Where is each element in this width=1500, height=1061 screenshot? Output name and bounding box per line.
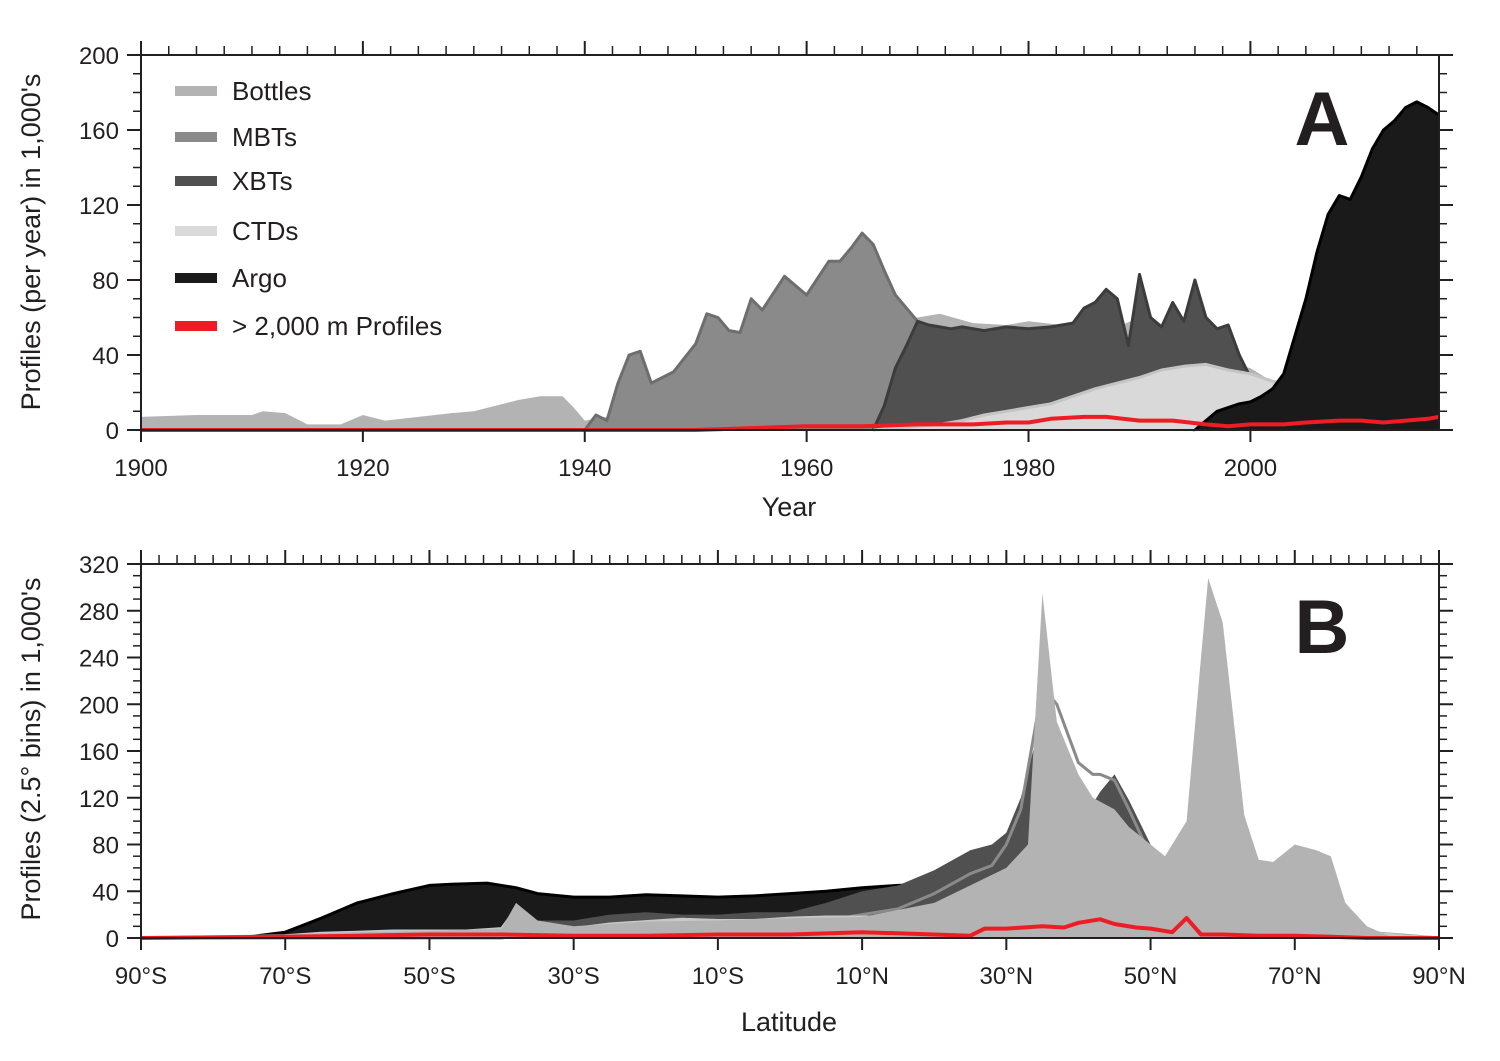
panel-a-y-tick-label: 120 bbox=[79, 193, 119, 220]
panel-b-y-tick-label: 120 bbox=[79, 786, 119, 813]
panel-b-y-tick-label: 80 bbox=[92, 833, 119, 860]
legend-label-argo: Argo bbox=[232, 263, 287, 293]
legend-label-mbts: MBTs bbox=[232, 122, 297, 152]
panel-b-y-tick-label: 40 bbox=[92, 879, 119, 906]
panel-a-series-group bbox=[141, 100, 1440, 432]
panel-a-y-axis-title: Profiles (per year) in 1,000's bbox=[16, 74, 46, 411]
panel-b-x-tick-label: 70°N bbox=[1268, 963, 1322, 990]
panel-b-y-axis-title: Profiles (2.5° bins) in 1,000's bbox=[16, 577, 46, 920]
panel-a-y-tick-label: 40 bbox=[92, 343, 119, 370]
panel-b-y-tick-label: 280 bbox=[79, 599, 119, 626]
panel-b-x-tick-label: 50°S bbox=[403, 963, 455, 990]
panel-a-series-argo-area bbox=[1194, 101, 1439, 431]
panel-b-axes: 90°S 70°S 50°S 30°S 10°S 10°N 30°N 50°N 70°N 90°N… bbox=[79, 550, 1466, 990]
panel-a-x-tick-label: 1980 bbox=[1002, 455, 1055, 482]
panel-b-y-tick-label: 0 bbox=[106, 926, 119, 953]
panel-b-x-tick-label: 30°N bbox=[980, 963, 1034, 990]
legend-label-2-000-m-profiles: > 2,000 m Profiles bbox=[232, 311, 442, 341]
panel-a-series-argo-outline bbox=[1193, 100, 1440, 432]
panel-b-x-tick-label: 10°N bbox=[835, 963, 889, 990]
panel-b-x-tick-label: 90°S bbox=[115, 963, 167, 990]
panel-a-x-axis-title: Year bbox=[762, 492, 817, 522]
panel-b-x-tick-label: 50°N bbox=[1124, 963, 1178, 990]
panel-a-y-tick-label: 160 bbox=[79, 118, 119, 145]
panel-b-series-group bbox=[140, 578, 1440, 940]
panel-a-y-tick-label: 0 bbox=[106, 418, 119, 445]
panel-b-chart: 90°S 70°S 50°S 30°S 10°S 10°N 30°N 50°N 70°N 90°N… bbox=[16, 550, 1466, 1037]
panel-b-letter: B bbox=[1295, 585, 1350, 670]
panel-a-legend: Bottles MBTs XBTs CTDs Argo > 2,000 m Profile… bbox=[175, 76, 442, 341]
panel-a-x-tick-label: 1940 bbox=[558, 455, 611, 482]
panel-b-x-tick-label: 90°N bbox=[1412, 963, 1466, 990]
panel-b-x-tick-label: 10°S bbox=[692, 963, 744, 990]
panel-b-y-tick-label: 240 bbox=[79, 646, 119, 673]
panel-a-axes: 1900 1920 1940 1960 1980 2000 0 40 80 120 160 200 bbox=[79, 41, 1453, 482]
panel-a-letter: A bbox=[1295, 77, 1350, 162]
panel-b-series-2-000-m-profiles-line bbox=[140, 916, 1439, 940]
panel-b-y-tick-label: 320 bbox=[79, 552, 119, 579]
panel-b-x-axis-title: Latitude bbox=[741, 1007, 837, 1037]
panel-b-series-bottles-area bbox=[141, 578, 1439, 938]
panel-a-x-tick-label: 1960 bbox=[780, 455, 833, 482]
panel-b-x-tick-label: 30°S bbox=[548, 963, 600, 990]
panel-b-y-tick-label: 160 bbox=[79, 739, 119, 766]
panel-a-series-2-000-m-profiles-line bbox=[141, 414, 1440, 432]
panel-a-chart: 1900 1920 1940 1960 1980 2000 0 40 80 120 160 200 A… bbox=[16, 41, 1453, 522]
panel-a-x-tick-label: 1920 bbox=[336, 455, 389, 482]
legend-label-xbts: XBTs bbox=[232, 166, 293, 196]
panel-b-x-tick-label: 70°S bbox=[259, 963, 311, 990]
panel-a-x-tick-label: 2000 bbox=[1224, 455, 1277, 482]
panel-a-y-tick-label: 200 bbox=[79, 43, 119, 70]
legend-label-ctds: CTDs bbox=[232, 216, 298, 246]
panel-b-y-tick-label: 200 bbox=[79, 692, 119, 719]
panel-a-x-tick-label: 1900 bbox=[114, 455, 167, 482]
panel-a-y-tick-label: 80 bbox=[92, 268, 119, 295]
legend-label-bottles: Bottles bbox=[232, 76, 312, 106]
